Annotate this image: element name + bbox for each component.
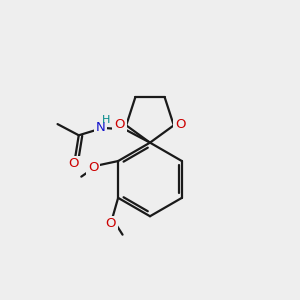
Text: O: O	[88, 161, 98, 174]
Text: O: O	[106, 217, 116, 230]
Text: O: O	[175, 118, 185, 131]
Text: O: O	[68, 157, 79, 170]
Text: O: O	[115, 118, 125, 131]
Text: H: H	[102, 115, 110, 125]
Text: N: N	[96, 121, 105, 134]
